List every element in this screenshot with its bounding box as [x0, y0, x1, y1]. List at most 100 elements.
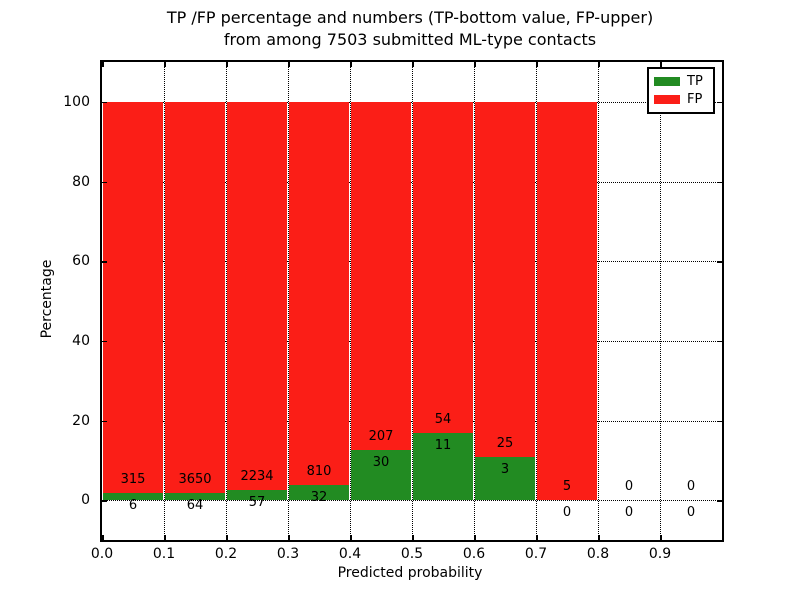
tp-bar-segment [103, 492, 163, 501]
fp-count-label: 0 [624, 479, 634, 495]
x-tick-mark [102, 535, 104, 540]
x-gridline [474, 62, 475, 540]
x-tick-mark [412, 535, 414, 540]
legend-label: FP [687, 91, 703, 107]
x-gridline [226, 62, 227, 540]
fp-bar-segment [351, 101, 411, 450]
tp-bar-segment [351, 449, 411, 501]
x-tick-label: 0.1 [152, 546, 176, 562]
fp-count-label: 54 [434, 411, 452, 427]
y-tick-mark [102, 340, 107, 343]
legend-item: FP [654, 91, 708, 107]
y-tick-label: 100 [63, 93, 90, 110]
legend-label: TP [687, 73, 703, 89]
x-tick-mark-top [226, 62, 228, 67]
x-gridline [164, 62, 165, 540]
fp-bar-segment [103, 101, 163, 493]
x-tick-mark [288, 535, 290, 540]
chart-title-line2: from among 7503 submitted ML-type contac… [223, 30, 597, 49]
legend: TP FP [647, 67, 715, 114]
y-tick-label: 20 [72, 412, 90, 429]
chart-title: TP /FP percentage and numbers (TP-bottom… [100, 7, 720, 51]
x-tick-label: 0.3 [276, 546, 300, 562]
fp-bar-segment [475, 101, 535, 458]
y-tick-mark-right [717, 420, 722, 422]
fp-bar-segment [537, 101, 597, 501]
y-tick-mark [102, 500, 107, 502]
y-tick-label: 60 [72, 253, 90, 270]
x-tick-mark-top [536, 62, 538, 67]
tp-bar-segment [289, 485, 349, 501]
y-tick-label: 40 [72, 332, 90, 349]
x-tick-mark [474, 535, 476, 540]
x-gridline [288, 62, 289, 540]
chart-title-line1: TP /FP percentage and numbers (TP-bottom… [166, 8, 654, 27]
x-axis-label: Predicted probability [337, 565, 483, 581]
fp-count-label: 25 [496, 436, 514, 452]
x-tick-mark-top [474, 62, 476, 67]
tp-bar-segment [165, 493, 225, 501]
x-tick-mark [536, 535, 538, 540]
y-gridline [102, 500, 722, 502]
fp-legend-swatch [654, 95, 680, 104]
x-gridline [660, 62, 661, 540]
tp-bar-segment [413, 432, 473, 501]
x-tick-mark [226, 535, 228, 540]
y-tick-mark-right [717, 181, 722, 183]
tp-count-label: 0 [562, 505, 572, 521]
fp-count-label: 5 [562, 479, 572, 495]
fp-bar-segment [227, 101, 287, 491]
fp-bar-segment [165, 101, 225, 494]
y-tick-label: 80 [72, 173, 90, 190]
x-gridline [350, 62, 351, 540]
tp-count-label: 32 [310, 490, 328, 506]
tp-count-label: 30 [372, 454, 390, 470]
x-tick-label: 0.9 [648, 546, 672, 562]
y-tick-mark-right [717, 500, 722, 502]
x-tick-label: 0.6 [462, 546, 486, 562]
x-gridline [536, 62, 537, 540]
y-tick-mark-right [717, 101, 722, 104]
y-tick-mark-right [717, 261, 722, 263]
x-tick-mark [164, 535, 166, 540]
x-tick-mark-top [350, 62, 352, 67]
fp-count-label: 2234 [240, 469, 274, 485]
y-tick-mark [102, 261, 107, 263]
tp-count-label: 0 [624, 505, 634, 521]
y-tick-mark [102, 420, 107, 422]
y-tick-mark-right [717, 340, 722, 343]
plot-area: 315 6 3650 64 2234 57 810 32 207 30 54 11 25 3 5 0 0 0 0 0 [100, 60, 724, 542]
y-gridline [102, 420, 722, 422]
tp-bar-segment [475, 457, 535, 501]
tp-count-label: 6 [128, 497, 138, 513]
tp-count-label: 3 [500, 462, 510, 478]
x-tick-mark-top [598, 62, 600, 67]
tp-count-label: 0 [686, 505, 696, 521]
x-tick-mark-top [164, 62, 166, 67]
y-gridline [102, 340, 722, 342]
x-tick-mark [350, 535, 352, 540]
x-tick-label: 0.4 [338, 546, 362, 562]
legend-item: TP [654, 73, 708, 89]
x-tick-mark-top [102, 62, 104, 67]
fp-count-label: 207 [368, 428, 394, 444]
y-gridline [102, 101, 722, 103]
y-gridline [102, 181, 722, 183]
x-tick-label: 0.5 [400, 546, 424, 562]
x-tick-mark-top [288, 62, 290, 67]
fp-bar-segment [289, 101, 349, 486]
y-tick-label: 0 [81, 492, 90, 509]
x-tick-label: 0.8 [586, 546, 610, 562]
fp-count-label: 810 [306, 464, 332, 480]
y-axis-label: Percentage [39, 259, 55, 339]
y-tick-mark [102, 101, 107, 104]
fp-count-label: 0 [686, 479, 696, 495]
x-tick-mark-top [660, 62, 662, 67]
fp-count-label: 3650 [178, 472, 212, 488]
y-tick-mark [102, 181, 107, 183]
tp-count-label: 57 [248, 495, 266, 511]
plot-inner: 315 6 3650 64 2234 57 810 32 207 30 54 11 25 3 5 0 0 0 0 0 [102, 62, 722, 540]
x-tick-mark-top [412, 62, 414, 67]
tp-legend-swatch [654, 77, 680, 86]
